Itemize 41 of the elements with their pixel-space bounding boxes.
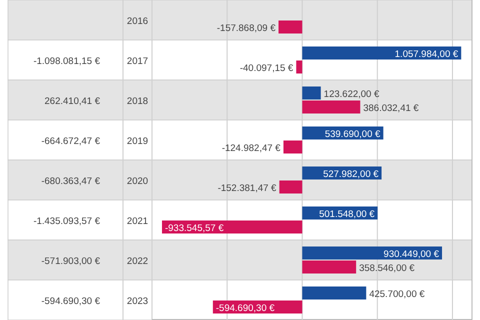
bar xyxy=(302,286,366,300)
bar xyxy=(279,180,302,194)
y-tick-label: 2020 xyxy=(126,176,148,187)
bar xyxy=(278,20,302,34)
data-label: 425.700,00 € xyxy=(369,289,426,300)
bar xyxy=(302,100,360,114)
y-tick-label: 2022 xyxy=(126,256,148,267)
data-label: 539.690,00 € xyxy=(324,129,382,140)
data-label: 123.622,00 € xyxy=(324,89,380,100)
y-tick-label: 2018 xyxy=(126,96,148,107)
y-tick-label: 2021 xyxy=(126,216,148,227)
bar xyxy=(283,140,302,154)
data-label: 527.982,00 € xyxy=(323,169,380,180)
data-label: -40.097,15 € xyxy=(240,63,294,74)
y-tick-label: 2023 xyxy=(126,296,148,307)
bar xyxy=(302,260,356,274)
y-tick-label: 2016 xyxy=(126,16,148,27)
bar xyxy=(302,46,462,60)
text: -680.363,47 € xyxy=(41,176,101,187)
text: -571.903,00 € xyxy=(41,256,101,267)
text: 262.410,41 € xyxy=(44,96,101,107)
text: -1.435.093,57 € xyxy=(33,216,101,227)
data-label: 1.057.984,00 € xyxy=(394,49,459,60)
bar xyxy=(302,246,442,260)
data-label: 358.546,00 € xyxy=(359,263,416,274)
text: -1.098.081,15 € xyxy=(33,56,101,67)
bar xyxy=(302,86,321,100)
data-label: 930.449,00 € xyxy=(384,249,440,260)
y-tick-label: 2017 xyxy=(126,56,148,67)
data-label: 501.548,00 € xyxy=(319,209,376,220)
data-label: -152.381,47 € xyxy=(218,183,278,194)
bar xyxy=(162,220,302,234)
y-tick-label: 2019 xyxy=(126,136,148,147)
data-label: -594.690,30 € xyxy=(216,303,276,314)
data-label: 386.032,41 € xyxy=(363,103,420,114)
text: -664.672,47 € xyxy=(41,136,101,147)
data-label: -124.982,47 € xyxy=(222,143,282,154)
data-label: -933.545,57 € xyxy=(164,223,224,234)
bar xyxy=(296,60,302,74)
data-label: -157.868,09 € xyxy=(216,23,276,34)
text: -594.690,30 € xyxy=(41,296,101,307)
